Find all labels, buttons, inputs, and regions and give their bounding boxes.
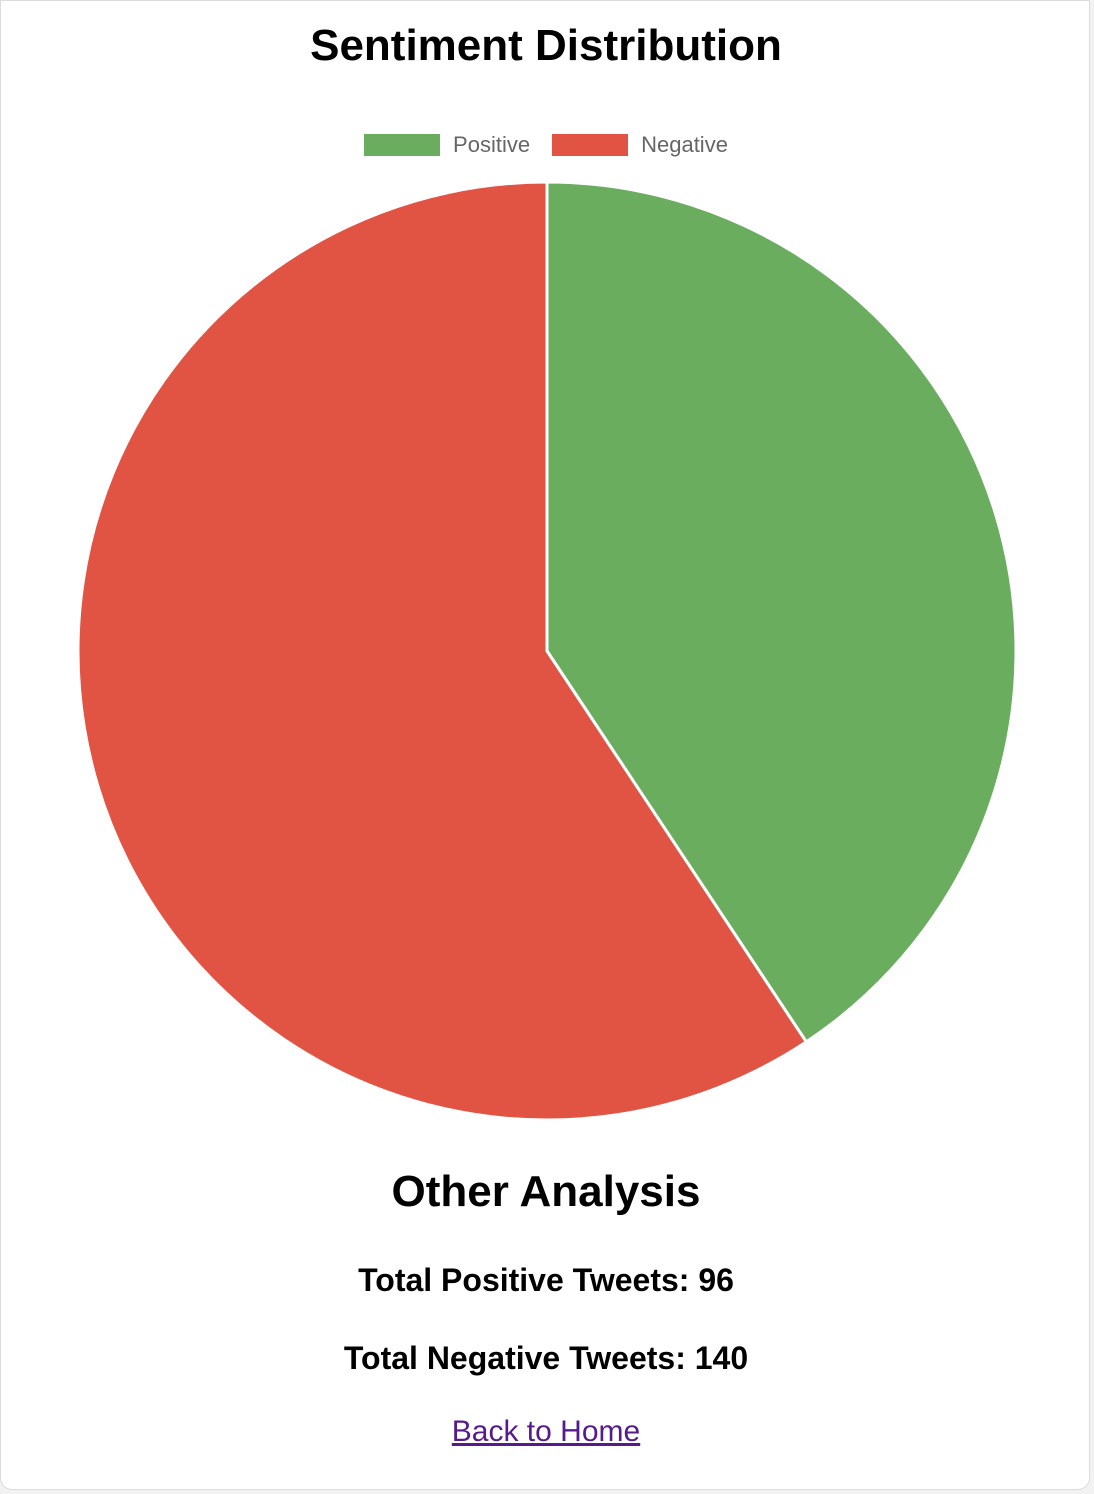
pie-chart [76, 180, 1018, 1122]
total-negative-tweets: Total Negative Tweets: 140 [1, 1340, 1091, 1377]
legend-item-positive[interactable]: Positive [364, 132, 530, 158]
chart-title: Sentiment Distribution [310, 21, 782, 70]
legend-swatch-negative [552, 134, 629, 156]
other-analysis-heading: Other Analysis [391, 1167, 701, 1216]
total-positive-tweets: Total Positive Tweets: 96 [1, 1262, 1091, 1299]
legend-label-positive: Positive [453, 132, 531, 157]
chart-legend: Positive Negative [1, 132, 1091, 158]
legend-swatch-positive [364, 134, 441, 156]
positive-value: 96 [698, 1262, 734, 1298]
pie-slice-negative[interactable] [76, 180, 808, 1122]
back-link-container: Back to Home [1, 1415, 1091, 1449]
positive-label: Total Positive Tweets: [358, 1262, 690, 1298]
legend-label-negative: Negative [641, 132, 728, 157]
negative-value: 140 [694, 1340, 749, 1376]
negative-label: Total Negative Tweets: [343, 1340, 686, 1376]
legend-item-negative[interactable]: Negative [552, 132, 728, 158]
back-to-home-link[interactable]: Back to Home [451, 1415, 641, 1448]
